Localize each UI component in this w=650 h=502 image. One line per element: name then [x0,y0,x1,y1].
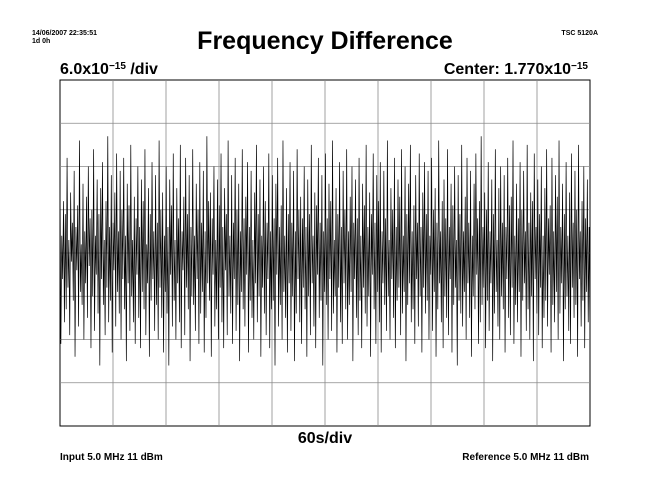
center-label: Center: 1.770x10−15 [444,61,588,79]
duration: 1d 0h [32,38,51,45]
trace-group [59,136,591,366]
y-scale-prefix: 6.0x10 [60,61,109,78]
instrument-model: TSC 5120A [561,30,598,37]
timestamp-block: 14/06/2007 22:35:51 1d 0h [32,30,97,46]
center-prefix: Center: 1.770x10 [443,61,572,78]
center-exponent: −15 [571,61,588,72]
chart-title: Frequency Difference [197,27,453,55]
x-scale-label: 60s/div [297,430,353,447]
input-info: Input 5.0 MHz 11 dBm [60,452,163,463]
timestamp: 14/06/2007 22:35:51 [32,30,97,37]
y-scale-exponent: −15 [108,61,126,72]
series-line [59,136,591,366]
y-scale-suffix: /div [125,61,158,78]
plot-area [59,79,591,427]
reference-info: Reference 5.0 MHz 11 dBm [462,452,589,463]
y-scale-label: 6.0x10−15 /div [60,61,158,79]
